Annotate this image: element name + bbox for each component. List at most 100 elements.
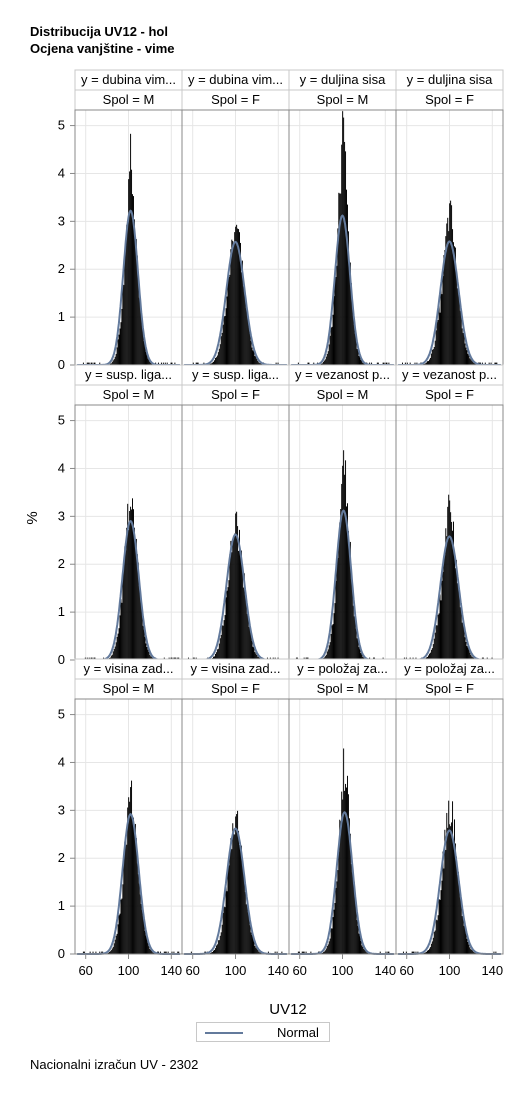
histogram-bar bbox=[430, 649, 432, 660]
histogram-bar bbox=[124, 546, 126, 660]
histogram-bar bbox=[443, 255, 445, 365]
histogram-bar bbox=[239, 842, 241, 954]
histogram-bar bbox=[413, 951, 415, 954]
histogram-bar bbox=[245, 308, 247, 365]
histogram-bar bbox=[448, 231, 450, 365]
histogram-bar bbox=[171, 362, 173, 365]
histogram-bar bbox=[107, 952, 109, 954]
histogram-bar bbox=[257, 949, 259, 954]
panel-header-sex-label: Spol = M bbox=[103, 681, 155, 696]
histogram-bar bbox=[147, 649, 149, 660]
histogram-bar bbox=[163, 951, 165, 954]
histogram-bar bbox=[458, 881, 460, 954]
histogram-bar bbox=[412, 951, 414, 954]
histogram-bar bbox=[231, 552, 233, 660]
histogram-bar bbox=[129, 801, 131, 954]
histogram-bar bbox=[327, 944, 329, 954]
histogram-bar bbox=[247, 912, 249, 954]
histogram-bar bbox=[246, 310, 248, 365]
histogram-bar bbox=[248, 917, 250, 954]
histogram-bar bbox=[148, 359, 150, 365]
histogram-bar bbox=[346, 506, 347, 660]
histogram-bar bbox=[139, 299, 141, 365]
histogram-bar bbox=[165, 951, 167, 954]
histogram-bar bbox=[446, 812, 448, 954]
panel-header-sex-label: Spol = F bbox=[211, 681, 260, 696]
x-axis-label: UV12 bbox=[269, 1001, 307, 1018]
histogram-bar bbox=[134, 823, 136, 954]
histogram-bar bbox=[454, 247, 456, 365]
histogram-bar bbox=[245, 595, 247, 660]
histogram-bar bbox=[473, 952, 475, 954]
panel-header-sex-label: Spol = F bbox=[425, 387, 474, 402]
histogram-bar bbox=[461, 916, 463, 954]
histogram-bar bbox=[446, 536, 448, 660]
chart-title: Distribucija UV12 - hol bbox=[30, 24, 168, 39]
histogram-bar bbox=[197, 362, 199, 365]
histogram-bar bbox=[425, 952, 427, 954]
histogram-bar bbox=[129, 171, 131, 365]
histogram-bar bbox=[449, 203, 451, 365]
histogram-bar bbox=[177, 951, 179, 954]
histogram-bar bbox=[452, 530, 454, 660]
histogram-bar bbox=[115, 353, 117, 365]
histogram-bar bbox=[453, 819, 455, 954]
histogram-bar bbox=[347, 530, 349, 660]
histogram-bar bbox=[463, 331, 465, 365]
histogram-bar bbox=[371, 362, 373, 365]
histogram-bar bbox=[445, 850, 447, 954]
y-tick-label: 2 bbox=[58, 556, 65, 571]
histogram-bar bbox=[151, 656, 153, 660]
histogram-bar bbox=[440, 890, 442, 954]
histogram-bar bbox=[120, 322, 122, 365]
histogram-bar bbox=[240, 272, 242, 365]
histogram-bar bbox=[222, 324, 224, 365]
histogram-bar bbox=[132, 820, 133, 954]
histogram-bar bbox=[228, 276, 230, 365]
panel-header-variable-label: y = susp. liga... bbox=[85, 367, 172, 382]
histogram-bar bbox=[495, 362, 497, 365]
histogram-bar bbox=[429, 357, 431, 365]
histogram-bar bbox=[82, 362, 84, 365]
histogram-bar bbox=[277, 362, 279, 365]
histogram-bar bbox=[245, 904, 247, 954]
histogram-bar bbox=[116, 347, 118, 365]
histogram-bar bbox=[328, 941, 330, 954]
histogram-bar bbox=[365, 951, 367, 954]
histogram-bar bbox=[325, 356, 327, 365]
histogram-bar bbox=[349, 541, 351, 660]
histogram-bar bbox=[447, 827, 449, 954]
histogram-bar bbox=[361, 945, 363, 954]
histogram-bar bbox=[335, 580, 337, 660]
histogram-bar bbox=[178, 951, 180, 954]
histogram-bar bbox=[331, 625, 333, 660]
histogram-bar bbox=[339, 522, 341, 660]
histogram-bar bbox=[467, 647, 469, 660]
histogram-bar bbox=[449, 500, 451, 660]
histogram-bar bbox=[210, 363, 212, 365]
histogram-bar bbox=[227, 587, 229, 660]
histogram-bar bbox=[238, 229, 240, 365]
histogram-bar bbox=[320, 363, 322, 365]
histogram-bar bbox=[244, 294, 246, 365]
histogram-bar bbox=[230, 838, 232, 954]
histogram-bar bbox=[133, 527, 135, 660]
histogram-bar bbox=[142, 625, 144, 660]
panel-header-sex-label: Spol = M bbox=[103, 92, 155, 107]
histogram-bar bbox=[331, 928, 333, 954]
histogram-bar bbox=[226, 891, 228, 954]
histogram-bar bbox=[130, 133, 132, 365]
histogram-bar bbox=[281, 951, 283, 954]
histogram-bar bbox=[99, 951, 101, 954]
histogram-bar bbox=[232, 540, 234, 660]
histogram-bar bbox=[150, 362, 152, 365]
histogram-bar bbox=[352, 315, 354, 365]
histogram-bar bbox=[355, 628, 357, 660]
histogram-bar bbox=[310, 951, 312, 954]
histogram-bar bbox=[337, 870, 339, 954]
histogram-bar bbox=[388, 951, 390, 954]
histogram-bar bbox=[255, 653, 257, 660]
histogram-bar bbox=[382, 362, 384, 365]
x-tick-label: 100 bbox=[225, 963, 247, 978]
y-tick-label: 0 bbox=[58, 357, 65, 372]
